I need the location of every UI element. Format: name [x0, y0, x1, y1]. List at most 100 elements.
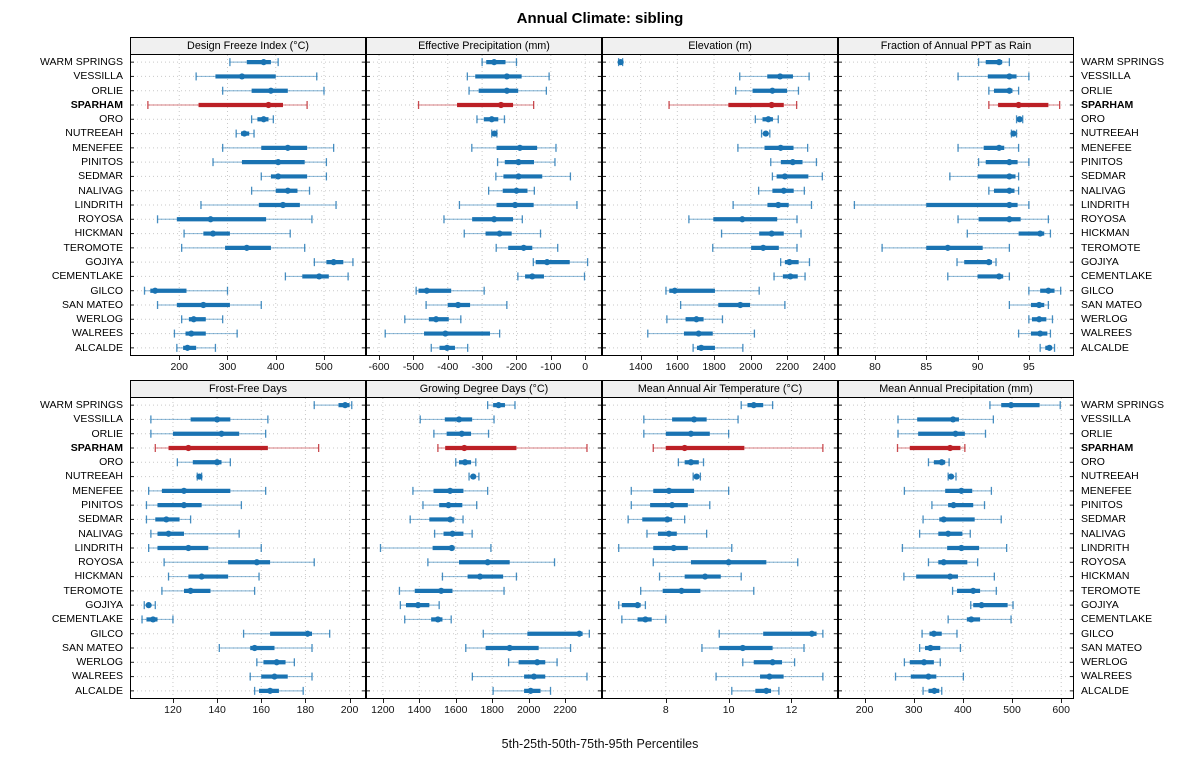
station-label: VESSILLA	[73, 70, 123, 83]
station-labels-left: WARM SPRINGS VESSILLA ORLIE SPARHAM ORO NUTRE…	[0, 380, 130, 698]
percentile-row	[643, 429, 730, 438]
percentile-row	[715, 672, 824, 681]
percentile-row	[957, 72, 1030, 81]
percentile-row	[471, 672, 588, 681]
percentile-row	[463, 229, 542, 238]
station-label: WERLOG	[1081, 656, 1128, 669]
percentile-row	[627, 515, 686, 524]
axis-tick-label: 500	[315, 361, 333, 373]
axis-tick-label: -600	[368, 361, 390, 373]
percentile-row	[897, 415, 995, 424]
percentile-row	[145, 501, 243, 510]
axis-tick-mark	[482, 356, 484, 360]
percentile-row	[145, 515, 192, 524]
x-axis: 1400 1600 1800 2000 2200 2400	[602, 356, 838, 380]
axis-tick-label: 2000	[739, 361, 763, 373]
axis-tick-label: 8	[662, 704, 669, 716]
station-label: GOJIYA	[85, 598, 123, 611]
percentile-row	[646, 529, 708, 538]
station-label: SEDMAR	[78, 170, 123, 183]
station-label: LINDRITH	[74, 541, 123, 554]
axis-tick-mark	[750, 356, 752, 360]
station-label: GOJIYA	[1081, 255, 1119, 268]
station-label: VESSILLA	[1081, 413, 1131, 426]
percentile-row	[770, 158, 818, 167]
axis-tick-mark	[382, 699, 384, 703]
panel-mean-annual-precipitation-mm: Mean Annual Precipitation (mm)	[838, 380, 1074, 699]
percentile-row	[415, 286, 485, 295]
axis-tick-label: 80	[869, 361, 881, 373]
station-label: SPARHAM	[70, 441, 123, 454]
axis-tick-label: 1800	[480, 704, 504, 716]
station-label: CEMENTLAKE	[1081, 613, 1153, 626]
station-label: ROYOSA	[1081, 556, 1126, 569]
axis-tick-mark	[492, 699, 494, 703]
percentile-row	[652, 444, 824, 452]
percentile-row	[927, 458, 950, 467]
axis-tick-label: 200	[170, 361, 188, 373]
station-label: ORO	[1081, 456, 1105, 469]
station-label: GILCO	[1081, 284, 1114, 297]
x-axis: 8 10 12	[602, 699, 838, 723]
percentile-row	[720, 229, 802, 238]
station-label: WALREES	[72, 670, 123, 683]
percentile-row	[903, 658, 941, 667]
axis-tick-label: 90	[971, 361, 984, 373]
percentile-row	[621, 615, 667, 624]
percentile-row	[773, 272, 806, 281]
percentile-row	[881, 243, 1011, 252]
percentile-row	[517, 272, 586, 281]
axis-tick-mark	[728, 699, 730, 703]
percentile-row	[931, 501, 986, 510]
percentile-row	[260, 172, 328, 181]
percentile-row	[988, 86, 1020, 95]
percentile-row	[701, 644, 805, 652]
percentile-row	[989, 401, 1061, 410]
percentile-row	[249, 672, 313, 681]
axis-tick-mark	[447, 356, 449, 360]
station-label: WARM SPRINGS	[39, 56, 123, 68]
panel-plot	[603, 398, 837, 698]
percentile-row	[951, 586, 997, 595]
percentile-row	[947, 615, 1012, 624]
station-label: WALREES	[72, 327, 123, 340]
station-label: SAN MATEO	[1081, 641, 1143, 654]
percentile-row	[148, 486, 267, 495]
percentile-row	[647, 329, 756, 338]
percentile-row	[853, 201, 1030, 209]
axis-tick-mark	[1028, 356, 1030, 360]
percentile-row	[465, 644, 572, 652]
percentile-row	[379, 544, 492, 552]
percentile-row	[897, 429, 987, 438]
percentile-row	[652, 558, 799, 567]
percentile-row	[422, 501, 478, 510]
axis-tick-mark	[787, 356, 789, 360]
panel-growing-degree-days-c: Growing Degree Days (°C)	[366, 380, 602, 699]
station-label: CEMENTLAKE	[1081, 270, 1153, 283]
panel-plot	[131, 55, 365, 355]
station-label: NALIVAG	[1081, 184, 1126, 197]
axis-tick-mark	[913, 699, 915, 703]
station-label: SEDMAR	[1081, 513, 1126, 526]
axis-tick-mark	[516, 356, 518, 360]
percentile-row	[176, 458, 231, 467]
axis-tick-mark	[677, 356, 679, 360]
panel-header: Mean Annual Air Temperature (°C)	[603, 381, 837, 398]
percentile-row	[771, 172, 823, 181]
percentile-row	[957, 143, 1020, 152]
percentile-row	[754, 115, 779, 124]
percentile-row	[437, 444, 588, 452]
percentile-row	[977, 158, 1030, 167]
station-label: NALIVAG	[78, 527, 123, 540]
station-label: GOJIYA	[85, 255, 123, 268]
axis-tick-label: 1600	[665, 361, 690, 373]
percentile-row	[630, 501, 711, 510]
station-label: WARM SPRINGS	[1081, 399, 1165, 411]
percentile-row	[1017, 329, 1052, 338]
station-label: WERLOG	[1081, 313, 1128, 326]
percentile-row	[154, 444, 320, 452]
axis-tick-mark	[640, 356, 642, 360]
station-label: TEROMOTE	[63, 241, 124, 254]
station-label: MENEFEE	[72, 141, 123, 154]
station-label: MENEFEE	[1081, 484, 1132, 497]
